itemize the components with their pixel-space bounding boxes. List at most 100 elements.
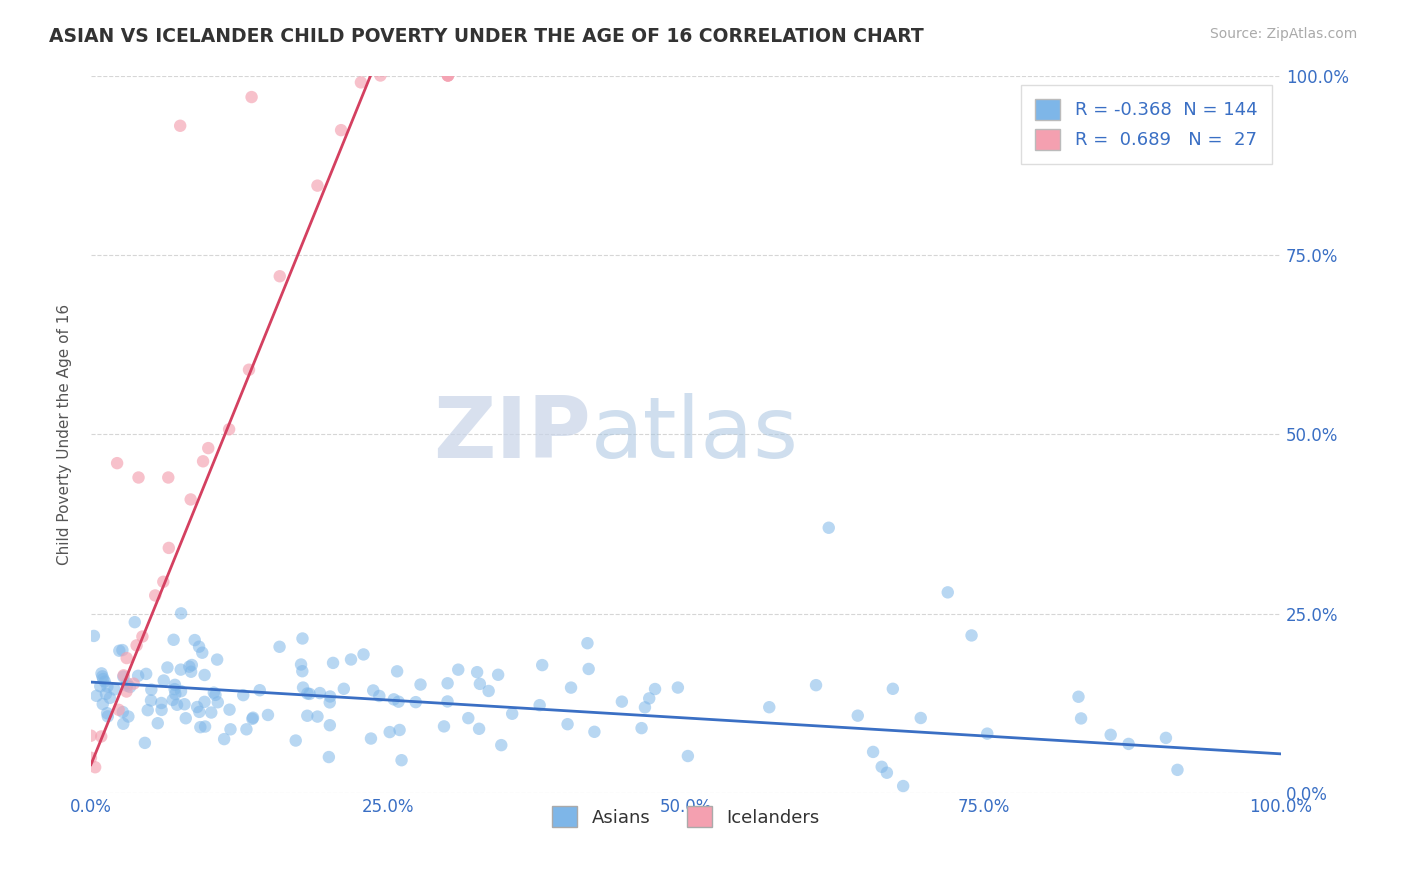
Point <box>531 658 554 673</box>
Point <box>319 690 342 704</box>
Point <box>136 703 159 717</box>
Point <box>891 779 914 793</box>
Point <box>817 521 839 535</box>
Point <box>131 630 153 644</box>
Point <box>437 69 460 83</box>
Point <box>468 677 491 691</box>
Point <box>156 660 179 674</box>
Point <box>212 732 235 747</box>
Point <box>1099 728 1122 742</box>
Point <box>202 686 225 700</box>
Point <box>108 644 131 658</box>
Point <box>112 716 135 731</box>
Point <box>118 680 141 694</box>
Point <box>91 672 114 686</box>
Text: ASIAN VS ICELANDER CHILD POVERTY UNDER THE AGE OF 16 CORRELATION CHART: ASIAN VS ICELANDER CHILD POVERTY UNDER T… <box>49 27 924 45</box>
Point <box>433 719 456 733</box>
Text: Source: ZipAtlas.com: Source: ZipAtlas.com <box>1209 27 1357 41</box>
Point <box>242 711 264 725</box>
Point <box>96 706 118 721</box>
Point <box>447 663 470 677</box>
Y-axis label: Child Poverty Under the Age of 16: Child Poverty Under the Age of 16 <box>58 304 72 565</box>
Point <box>157 470 180 484</box>
Point <box>204 688 226 702</box>
Point <box>862 745 884 759</box>
Point <box>976 726 998 740</box>
Point <box>284 733 307 747</box>
Point <box>238 362 260 376</box>
Point <box>115 651 138 665</box>
Point <box>385 665 408 679</box>
Point <box>103 682 125 697</box>
Point <box>84 760 107 774</box>
Point <box>437 69 460 83</box>
Point <box>960 628 983 642</box>
Point <box>117 709 139 723</box>
Point <box>318 750 340 764</box>
Point <box>269 640 291 654</box>
Point <box>89 679 111 693</box>
Point <box>391 753 413 767</box>
Point <box>188 720 211 734</box>
Point <box>240 712 263 726</box>
Point <box>169 119 191 133</box>
Point <box>170 663 193 677</box>
Point <box>97 709 120 723</box>
Point <box>235 723 257 737</box>
Point <box>610 695 633 709</box>
Point <box>112 668 135 682</box>
Point <box>298 687 321 701</box>
Point <box>152 673 174 688</box>
Point <box>180 658 202 673</box>
Point <box>333 681 356 696</box>
Point <box>83 629 105 643</box>
Point <box>319 718 342 732</box>
Point <box>361 683 384 698</box>
Point <box>115 684 138 698</box>
Point <box>124 615 146 629</box>
Point <box>578 662 600 676</box>
Point <box>218 703 240 717</box>
Point <box>157 541 180 555</box>
Point <box>188 705 211 719</box>
Point <box>143 589 166 603</box>
Point <box>115 676 138 690</box>
Text: ZIP: ZIP <box>433 393 591 476</box>
Point <box>644 681 666 696</box>
Point <box>468 722 491 736</box>
Point <box>330 123 353 137</box>
Point <box>436 676 458 690</box>
Point <box>125 639 148 653</box>
Point <box>758 700 780 714</box>
Point <box>86 689 108 703</box>
Point <box>1067 690 1090 704</box>
Point <box>111 643 134 657</box>
Point <box>127 669 149 683</box>
Point <box>478 684 501 698</box>
Point <box>409 677 432 691</box>
Point <box>80 729 103 743</box>
Point <box>560 681 582 695</box>
Point <box>122 676 145 690</box>
Point <box>205 652 228 666</box>
Point <box>269 269 291 284</box>
Point <box>179 659 201 673</box>
Point <box>98 690 121 705</box>
Point <box>180 665 202 679</box>
Point <box>936 585 959 599</box>
Point <box>162 632 184 647</box>
Point <box>152 574 174 589</box>
Point <box>170 607 193 621</box>
Point <box>188 640 211 654</box>
Point <box>368 689 391 703</box>
Point <box>846 708 869 723</box>
Point <box>150 696 173 710</box>
Point <box>436 694 458 708</box>
Point <box>529 698 551 713</box>
Point <box>666 681 689 695</box>
Point <box>174 711 197 725</box>
Point <box>370 69 392 83</box>
Point <box>387 695 409 709</box>
Point <box>360 731 382 746</box>
Point <box>340 652 363 666</box>
